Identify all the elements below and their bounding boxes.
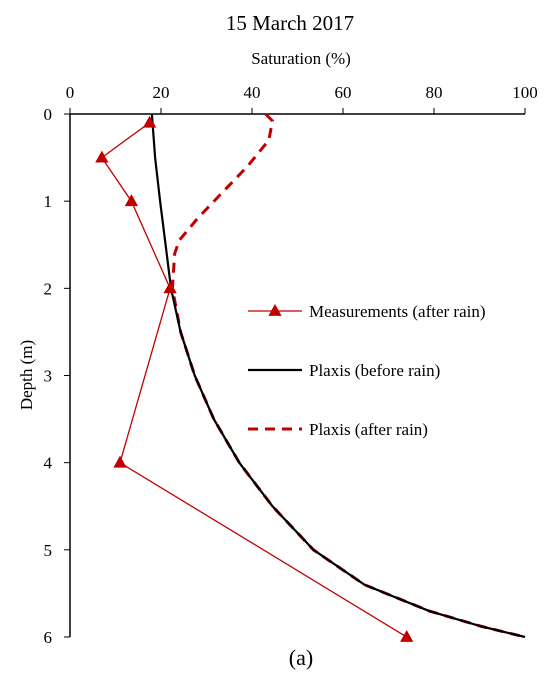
y-tick-label: 2 xyxy=(44,279,53,298)
legend: Measurements (after rain) Plaxis (before … xyxy=(248,302,486,439)
y-tick-label: 6 xyxy=(44,628,53,647)
y-tick-label: 0 xyxy=(44,105,53,124)
legend-label-plaxis-after-rain: Plaxis (after rain) xyxy=(309,420,428,439)
x-tick-label: 60 xyxy=(335,83,352,102)
plot-area xyxy=(95,112,526,642)
chart-caption: (a) xyxy=(289,645,313,670)
series-line-measurements xyxy=(100,122,408,638)
axes: 0 20 40 60 80 100 0 1 2 3 4 5 6 xyxy=(44,83,538,647)
measurement-point xyxy=(95,150,109,163)
y-tick-label: 1 xyxy=(44,192,53,211)
legend-label-plaxis-before-rain: Plaxis (before rain) xyxy=(309,361,440,380)
measurement-point xyxy=(163,281,177,294)
x-tick-label: 80 xyxy=(426,83,443,102)
x-tick-label: 20 xyxy=(153,83,170,102)
measurement-point xyxy=(400,630,414,642)
legend-label-measurements: Measurements (after rain) xyxy=(309,302,486,321)
measurement-point xyxy=(113,455,127,468)
chart-title: 15 March 2017 xyxy=(226,11,354,35)
measurement-point xyxy=(142,115,157,128)
y-axis-label: Depth (m) xyxy=(17,340,36,410)
measurement-point xyxy=(124,194,139,207)
x-tick-label: 0 xyxy=(66,83,75,102)
x-axis-label: Saturation (%) xyxy=(251,49,351,68)
y-tick-label: 5 xyxy=(44,541,53,560)
x-tick-label: 40 xyxy=(244,83,261,102)
y-tick-label: 4 xyxy=(44,454,53,473)
y-tick-label: 3 xyxy=(44,367,53,386)
series-line-plaxis-before-rain xyxy=(150,113,526,639)
legend-marker-measurements xyxy=(268,304,282,316)
x-tick-label: 100 xyxy=(512,83,538,102)
